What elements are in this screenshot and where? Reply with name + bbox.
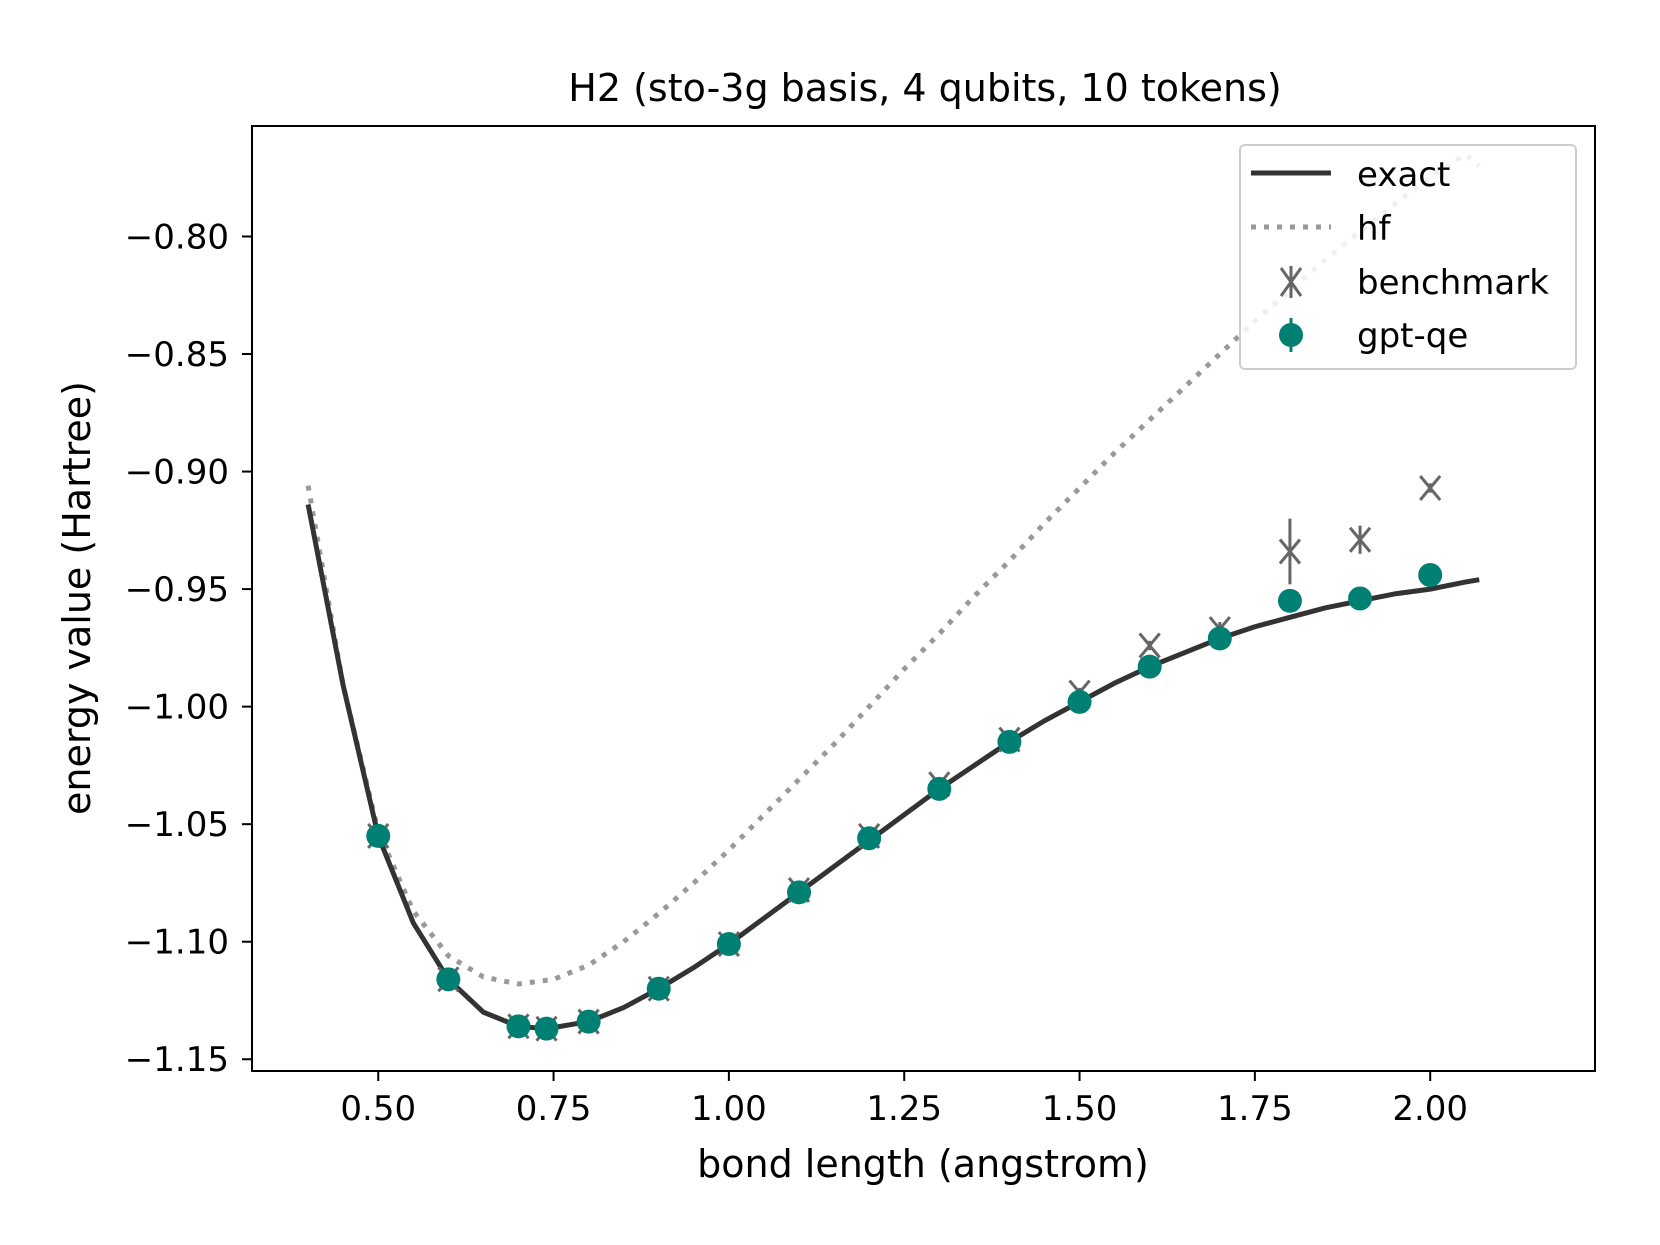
y-axis-label: energy value (Hartree) bbox=[55, 381, 99, 815]
gptqe-point bbox=[1277, 588, 1302, 613]
gptqe-point bbox=[1418, 562, 1443, 587]
gptqe-point bbox=[646, 976, 671, 1001]
gptqe-point bbox=[506, 1014, 531, 1039]
gptqe-point bbox=[576, 1009, 601, 1034]
legend-gptqe-marker bbox=[1279, 318, 1303, 352]
y-tick-label: −0.90 bbox=[125, 453, 229, 493]
exact-line bbox=[305, 503, 1480, 1032]
gptqe-point bbox=[1348, 586, 1373, 611]
legend-benchmark-marker bbox=[1279, 266, 1303, 298]
y-tick-label: −1.10 bbox=[125, 923, 229, 963]
benchmark-x-stroke bbox=[1138, 632, 1161, 659]
x-tick-label: 1.75 bbox=[1217, 1089, 1293, 1129]
plot-frame bbox=[251, 125, 1596, 1072]
gptqe-point bbox=[366, 823, 391, 848]
benchmark-x-stroke bbox=[1278, 538, 1302, 565]
benchmark-x-stroke bbox=[1348, 526, 1372, 553]
y-tick-label: −1.05 bbox=[125, 805, 229, 845]
gptqe-point bbox=[997, 729, 1022, 754]
x-tick-label: 1.00 bbox=[691, 1089, 767, 1129]
legend-hf-label: hf bbox=[1357, 209, 1392, 249]
legend-gptqe-label: gpt-qe bbox=[1357, 316, 1468, 356]
series-layer bbox=[305, 151, 1481, 1042]
y-tick-label: −0.95 bbox=[125, 570, 229, 610]
x-axis-label: bond length (angstrom) bbox=[697, 1142, 1149, 1186]
benchmark-point bbox=[1348, 525, 1372, 554]
y-tick-label: −1.00 bbox=[125, 688, 229, 728]
gptqe-point bbox=[1207, 626, 1232, 651]
gptqe-point bbox=[927, 776, 952, 801]
x-tick-label: 1.25 bbox=[866, 1089, 942, 1129]
gptqe-point bbox=[716, 932, 741, 957]
gptqe-point bbox=[436, 967, 461, 992]
benchmark-point bbox=[1138, 632, 1161, 659]
y-tick-label: −0.80 bbox=[125, 217, 229, 257]
chart-title: H2 (sto-3g basis, 4 qubits, 10 tokens) bbox=[568, 66, 1281, 110]
benchmark-point bbox=[1419, 475, 1442, 501]
gptqe-point bbox=[534, 1016, 559, 1041]
y-tick-label: −0.85 bbox=[125, 335, 229, 375]
legend-exact-label: exact bbox=[1357, 155, 1450, 195]
axes-layer: 0.50 0.75 1.00 1.25 1.50 1.75 2.00 −0.80 −0.85 −0… bbox=[125, 217, 1468, 1129]
gptqe-point bbox=[787, 880, 812, 905]
legend-box bbox=[1239, 144, 1577, 370]
gptqe-point bbox=[1137, 654, 1162, 679]
benchmark-point bbox=[1278, 518, 1302, 585]
legend-benchmark-label: benchmark bbox=[1357, 263, 1549, 303]
gptqe-point bbox=[857, 826, 882, 851]
benchmark-x-stroke bbox=[1419, 475, 1442, 501]
x-tick-label: 1.50 bbox=[1042, 1089, 1118, 1129]
x-tick-label: 0.50 bbox=[340, 1089, 416, 1129]
x-tick-label: 0.75 bbox=[516, 1089, 592, 1129]
gptqe-point bbox=[1067, 689, 1092, 714]
y-tick-label: −1.15 bbox=[125, 1040, 229, 1080]
hf-line bbox=[305, 151, 1481, 987]
legend: exact hf benchmark gpt-qe bbox=[1239, 144, 1577, 370]
x-tick-label: 2.00 bbox=[1392, 1089, 1468, 1129]
